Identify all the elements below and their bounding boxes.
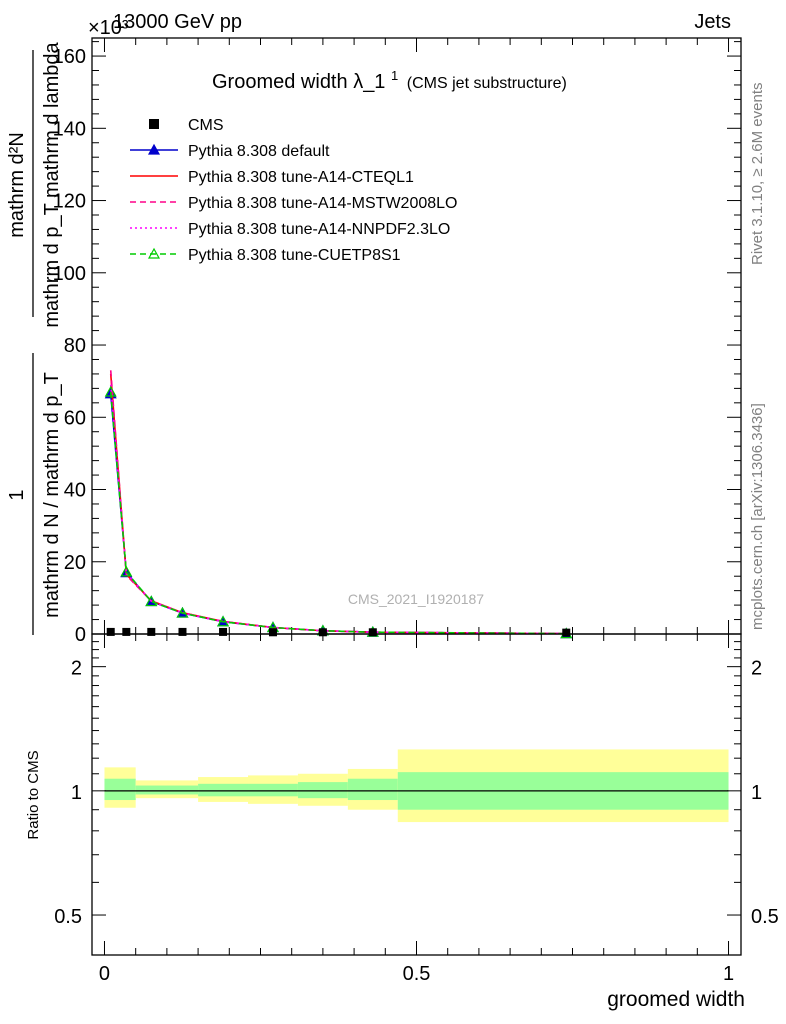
main-plot: 0 20 40 60 80 100 120 140 160 (53, 37, 742, 646)
ylabel-frac-bottom: mathrm d p_T mathrm d lambda (41, 41, 63, 327)
series-point-5 (120, 565, 133, 577)
ratio-inner-band (104, 778, 136, 801)
y-tick-label: 120 (53, 191, 86, 213)
ylabel-numerator-one: 1 (6, 489, 28, 500)
plot-title: Groomed width λ_1 1 (CMS jet substructur… (212, 63, 567, 93)
legend-entry: Pythia 8.308 tune-A14-MSTW2008LO (130, 195, 457, 212)
series-line-2 (109, 373, 567, 635)
header-right: Jets (694, 11, 731, 33)
series-point-5 (176, 606, 189, 618)
y-tick-label: 20 (64, 552, 86, 574)
y-tick-label: 60 (64, 407, 86, 429)
ratio-ylabel: Ratio to CMS (25, 750, 42, 839)
ylabel-frac-top: mathrm d²N (6, 132, 28, 238)
legend-entry: Pythia 8.308 tune-A14-NNPDF2.3LO (130, 221, 450, 238)
plot-title-symbol: λ_1 (353, 71, 385, 93)
plot-subtitle: (CMS jet substructure) (407, 75, 567, 92)
mcplots-label: mcplots.cern.ch [arXiv:1306.3436] (749, 403, 766, 630)
cms-data-point (219, 627, 228, 636)
series-point-5 (145, 595, 158, 607)
ylabel-main: mathrm d N / mathrm d p_T (41, 372, 63, 618)
cms-data-point (178, 627, 187, 636)
rivet-label: Rivet 3.1.10, ≥ 2.6M events (749, 83, 766, 266)
series-line-1 (109, 393, 567, 635)
ratio-plot: 0.5 0.5 1 1 2 2 0 0.5 1 (54, 633, 779, 985)
x-tick-label: 0 (99, 963, 110, 985)
header-left: 13000 GeV pp (113, 11, 242, 33)
series-line-5 (109, 391, 567, 635)
legend-entry: CMS (149, 117, 224, 134)
ratio-y-tick-label: 1 (71, 782, 82, 804)
ratio-inner-band (198, 783, 249, 797)
legend: CMS Pythia 8.308 default Pythia 8.308 tune… (130, 117, 457, 264)
series-line-4 (109, 384, 567, 635)
legend-marker (147, 143, 161, 155)
legend-entry: Pythia 8.308 tune-A14-CTEQL1 (130, 169, 414, 186)
ratio-inner-band (297, 782, 348, 799)
y-tick-label: 40 (64, 480, 86, 502)
cms-data-point (562, 628, 571, 637)
legend-marker (147, 247, 161, 259)
ratio-y-tick-label-right: 1 (751, 782, 762, 804)
legend-entry: Pythia 8.308 tune-CUETP8S1 (130, 247, 401, 264)
y-tick-label: 80 (64, 335, 86, 357)
x-tick-label: 1 (723, 963, 734, 985)
series-point-5 (104, 385, 117, 397)
plot-title-text: Groomed width (212, 71, 348, 93)
cms-data-point (318, 628, 327, 637)
cms-data-point (122, 627, 131, 636)
legend-label: Pythia 8.308 tune-A14-CTEQL1 (188, 169, 414, 186)
legend-label: Pythia 8.308 tune-CUETP8S1 (188, 247, 401, 264)
legend-label: Pythia 8.308 default (188, 143, 330, 160)
analysis-watermark: CMS_2021_I1920187 (348, 591, 484, 607)
plot-title-superscript: 1 (391, 68, 398, 83)
x-tick-label: 0.5 (403, 963, 431, 985)
legend-label: Pythia 8.308 tune-A14-MSTW2008LO (188, 195, 457, 212)
ratio-y-tick-label-right: 0.5 (751, 906, 779, 928)
series-point-5 (217, 615, 230, 627)
ratio-inner-band (248, 783, 298, 797)
y-tick-label: 100 (53, 263, 86, 285)
y-tick-label: 0 (75, 624, 86, 646)
cms-data-point (147, 627, 156, 636)
ratio-y-tick-label-right: 2 (751, 658, 762, 680)
xlabel: groomed width (607, 988, 745, 1011)
main-ylabel: 1 mathrm d N / mathrm d p_T mathrm d²N m… (6, 41, 63, 635)
legend-label: CMS (188, 117, 224, 134)
cms-data-point (368, 628, 377, 637)
y-tick-label: 160 (53, 46, 86, 68)
legend-entry: Pythia 8.308 default (130, 143, 330, 160)
y-tick-label: 140 (53, 118, 86, 140)
cms-data-point (268, 628, 277, 637)
ratio-inner-band (135, 785, 199, 795)
exponent-label: ×10³ (88, 17, 129, 39)
ratio-y-tick-label: 2 (71, 658, 82, 680)
ratio-inner-band (347, 778, 398, 801)
series-line-3 (109, 370, 567, 635)
legend-marker (149, 119, 159, 129)
ratio-y-tick-label: 0.5 (54, 906, 82, 928)
legend-label: Pythia 8.308 tune-A14-NNPDF2.3LO (188, 221, 450, 238)
cms-data-point (106, 627, 115, 636)
